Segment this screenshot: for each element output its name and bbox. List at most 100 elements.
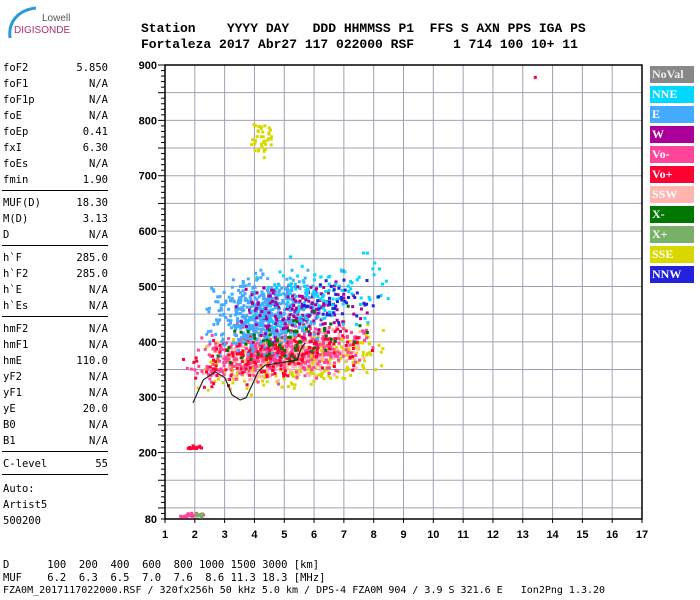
echo-point: [323, 337, 327, 341]
echo-point: [224, 316, 228, 319]
param-value: N/A: [89, 387, 108, 399]
echo-point: [359, 317, 363, 321]
echo-point: [255, 316, 258, 320]
echo-point: [340, 350, 344, 354]
echo-point: [243, 292, 247, 295]
legend-item: NNE: [650, 86, 694, 103]
echo-point: [233, 325, 237, 329]
echo-point: [236, 317, 240, 321]
x-tick-label: 14: [546, 529, 559, 541]
echo-point: [267, 342, 271, 346]
echo-point: [268, 301, 272, 305]
echo-point: [315, 354, 318, 358]
echo-point: [220, 340, 224, 343]
echo-point: [246, 362, 250, 366]
echo-point: [229, 345, 233, 349]
echo-point: [269, 304, 273, 308]
echo-point: [208, 340, 212, 344]
echo-point: [364, 330, 367, 334]
echo-point: [301, 346, 305, 350]
param-value: N/A: [89, 284, 108, 296]
echo-point: [267, 294, 271, 298]
echo-point: [307, 367, 311, 371]
echo-point: [334, 354, 337, 358]
echo-point: [274, 322, 277, 326]
echo-point: [272, 354, 276, 358]
echo-point: [285, 323, 289, 327]
param-row: h`Es N/A: [3, 298, 108, 314]
echo-point: [285, 352, 289, 356]
echo-point: [237, 344, 241, 348]
echo-point: [200, 512, 204, 516]
echo-point: [287, 362, 291, 366]
echo-point: [253, 142, 257, 146]
echo-point: [214, 368, 218, 372]
echo-point: [322, 377, 326, 381]
x-tick-label: 12: [487, 529, 499, 541]
echo-point: [361, 341, 365, 345]
echo-point: [254, 139, 258, 143]
echo-point: [362, 367, 366, 371]
echo-point: [232, 364, 236, 368]
echo-point: [341, 349, 345, 353]
echo-point: [324, 348, 328, 352]
echo-point: [351, 356, 355, 360]
echo-point: [308, 327, 312, 331]
echo-point: [252, 374, 256, 378]
echo-point: [285, 318, 289, 322]
echo-point: [262, 139, 266, 143]
echo-point: [317, 307, 321, 311]
echo-point: [337, 286, 341, 290]
echo-point: [271, 346, 275, 349]
echo-point: [328, 376, 332, 380]
echo-point: [280, 346, 284, 350]
echo-point: [261, 339, 265, 343]
y-tick-label: 700: [139, 171, 157, 183]
echo-point: [356, 360, 360, 364]
echo-point: [355, 291, 359, 295]
echo-point: [236, 368, 240, 372]
echo-point: [240, 308, 243, 311]
echo-point: [276, 321, 280, 325]
echo-point: [292, 319, 296, 323]
echo-point: [263, 300, 267, 304]
echo-point: [264, 142, 268, 146]
echo-point: [216, 295, 220, 299]
echo-point: [212, 339, 216, 342]
echo-point: [371, 346, 375, 350]
param-name: hmF1: [3, 339, 29, 351]
echo-point: [278, 343, 282, 347]
param-row: h`F2 285.0: [3, 266, 108, 282]
echo-point: [191, 444, 195, 448]
echo-point: [246, 333, 250, 337]
echo-point: [241, 289, 245, 293]
echo-point: [289, 341, 293, 345]
legend-item: X-: [650, 206, 694, 223]
echo-point: [282, 312, 286, 316]
echo-point: [321, 357, 325, 361]
echo-point: [265, 368, 269, 372]
echo-point: [249, 318, 253, 322]
echo-point: [248, 316, 252, 319]
echo-point: [366, 251, 369, 255]
echo-point: [257, 321, 261, 325]
echo-point: [325, 300, 328, 304]
echo-point: [234, 364, 238, 368]
echo-point: [241, 284, 245, 288]
echo-point: [245, 305, 249, 309]
echo-point: [273, 332, 277, 336]
echo-point: [293, 310, 297, 314]
echo-point: [247, 282, 251, 286]
echo-point: [328, 347, 332, 351]
echo-point: [238, 341, 242, 345]
echo-point: [314, 303, 318, 307]
echo-point: [309, 382, 313, 386]
echo-point: [255, 338, 258, 342]
echo-point: [197, 445, 201, 449]
echo-point: [255, 341, 259, 345]
echo-point: [231, 381, 235, 385]
echo-point: [292, 332, 296, 336]
echo-point: [326, 353, 330, 357]
echo-point: [362, 301, 366, 305]
